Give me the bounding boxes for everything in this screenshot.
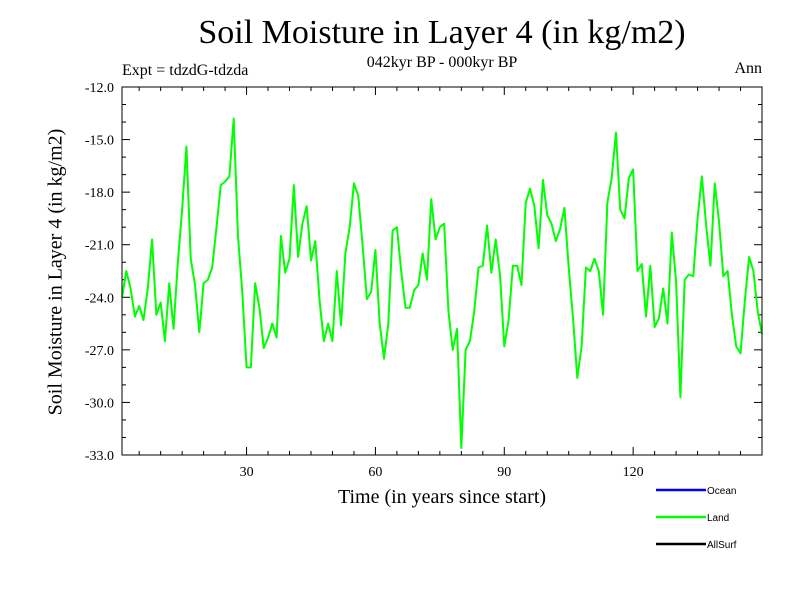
axis-ticks: [122, 86, 762, 456]
y-tick-label: -24.0: [85, 291, 114, 306]
experiment-label: Expt = tdzdG-tdzda: [122, 62, 249, 79]
chart-subtitle: 042kyr BP - 000kyr BP: [366, 54, 518, 71]
x-axis-label: Time (in years since start): [337, 486, 547, 508]
y-tick-label: -15.0: [85, 134, 114, 149]
legend-label-land: Land: [707, 513, 729, 524]
legend: Ocean Land AllSurf: [656, 486, 737, 551]
y-tick-label: -21.0: [85, 239, 114, 254]
x-tick-label: 60: [368, 465, 382, 480]
y-tick-label: -27.0: [85, 344, 114, 359]
legend-label-allsurf: AllSurf: [707, 540, 737, 551]
y-tick-label: -12.0: [85, 81, 114, 96]
x-tick-label: 30: [240, 465, 254, 480]
series-layer: [121, 117, 763, 449]
chart-title: Soil Moisture in Layer 4 (in kg/m2): [198, 14, 686, 51]
series-line-land: [121, 117, 763, 449]
x-tick-label: 90: [497, 465, 511, 480]
tick-labels: 30 60 90 120 -12.0 -15.0 -18.0 -21.0 -24.0 -27.0 -…: [85, 81, 644, 480]
legend-label-ocean: Ocean: [707, 486, 736, 497]
y-tick-label: -18.0: [85, 186, 114, 201]
plot-frame: [121, 86, 763, 456]
season-label: Ann: [734, 60, 762, 77]
y-tick-label: -30.0: [85, 396, 114, 411]
x-tick-label: 120: [623, 465, 644, 480]
y-tick-label: -33.0: [85, 449, 114, 464]
